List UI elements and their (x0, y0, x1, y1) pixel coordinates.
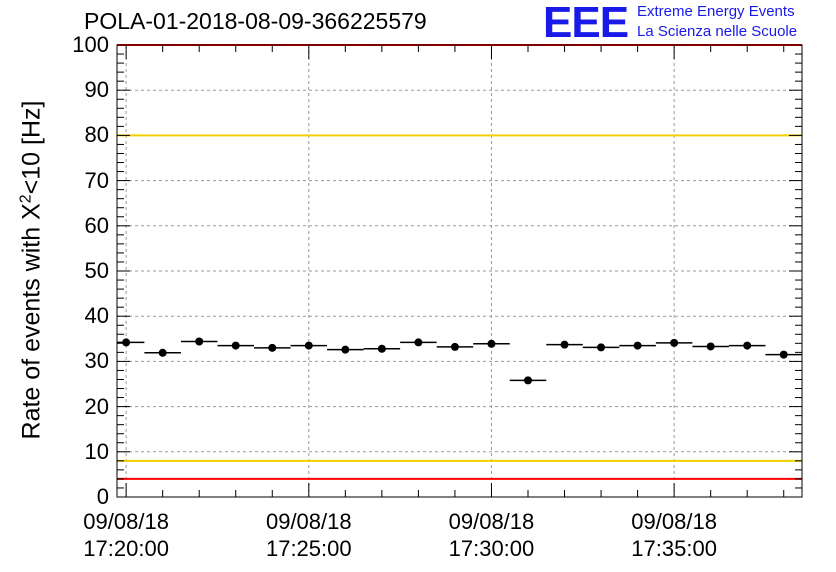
y-tick-label: 80 (84, 122, 109, 148)
y-tick-label: 40 (84, 303, 109, 329)
x-tick-label: 09/08/18 17:35:00 (614, 508, 734, 562)
y-tick-label: 0 (96, 484, 109, 509)
x-tick-time: 17:30:00 (448, 536, 535, 561)
axis-frame (116, 44, 803, 498)
x-tick-time: 17:25:00 (265, 536, 352, 561)
data-point (231, 341, 240, 350)
data-point (670, 338, 679, 347)
y-tick-label: 70 (84, 167, 109, 193)
data-point (158, 348, 167, 357)
x-tick-date: 09/08/18 (448, 509, 535, 534)
data-point (597, 343, 606, 352)
x-tick-label: 09/08/18 17:25:00 (249, 508, 369, 562)
y-tick-label: 50 (84, 258, 109, 283)
data-point (268, 343, 277, 352)
y-tick-label: 60 (84, 212, 109, 238)
data-point (377, 344, 386, 353)
data-points (117, 337, 802, 385)
data-point (560, 340, 569, 349)
x-tick-time: 17:35:00 (631, 536, 717, 561)
chart-title: POLA-01-2018-08-09-366225579 (84, 8, 427, 34)
data-point (195, 337, 204, 346)
x-tick-label: 09/08/18 17:20:00 (66, 508, 186, 562)
grid-lines (117, 45, 802, 497)
x-tick-label: 09/08/18 17:30:00 (431, 508, 551, 562)
data-point (341, 345, 350, 354)
y-tick-label: 10 (84, 438, 109, 464)
x-tick-time: 17:20:00 (83, 536, 169, 561)
x-tick-date: 09/08/18 (265, 509, 352, 534)
y-tick-label: 30 (84, 348, 109, 374)
data-point (743, 341, 752, 350)
data-point (450, 342, 459, 351)
data-point (487, 339, 496, 348)
y-tick-label: 20 (84, 393, 109, 419)
reference-lines (117, 44, 802, 480)
data-point (779, 350, 788, 359)
logo-line-2: La Scienza nelle Scuole (637, 23, 798, 40)
data-point (122, 338, 131, 347)
eee-logo: EEE (543, 0, 629, 47)
x-tick-date: 09/08/18 (83, 509, 169, 534)
y-tick-label: 100 (72, 32, 109, 57)
data-point (706, 342, 715, 351)
y-tick-label: 90 (84, 77, 109, 103)
data-point (524, 376, 532, 385)
x-tick-date: 09/08/18 (631, 509, 717, 534)
data-point (304, 341, 313, 350)
logo-line-1: Extreme Energy Events (637, 3, 795, 20)
data-point (414, 338, 423, 347)
data-point (633, 341, 642, 350)
